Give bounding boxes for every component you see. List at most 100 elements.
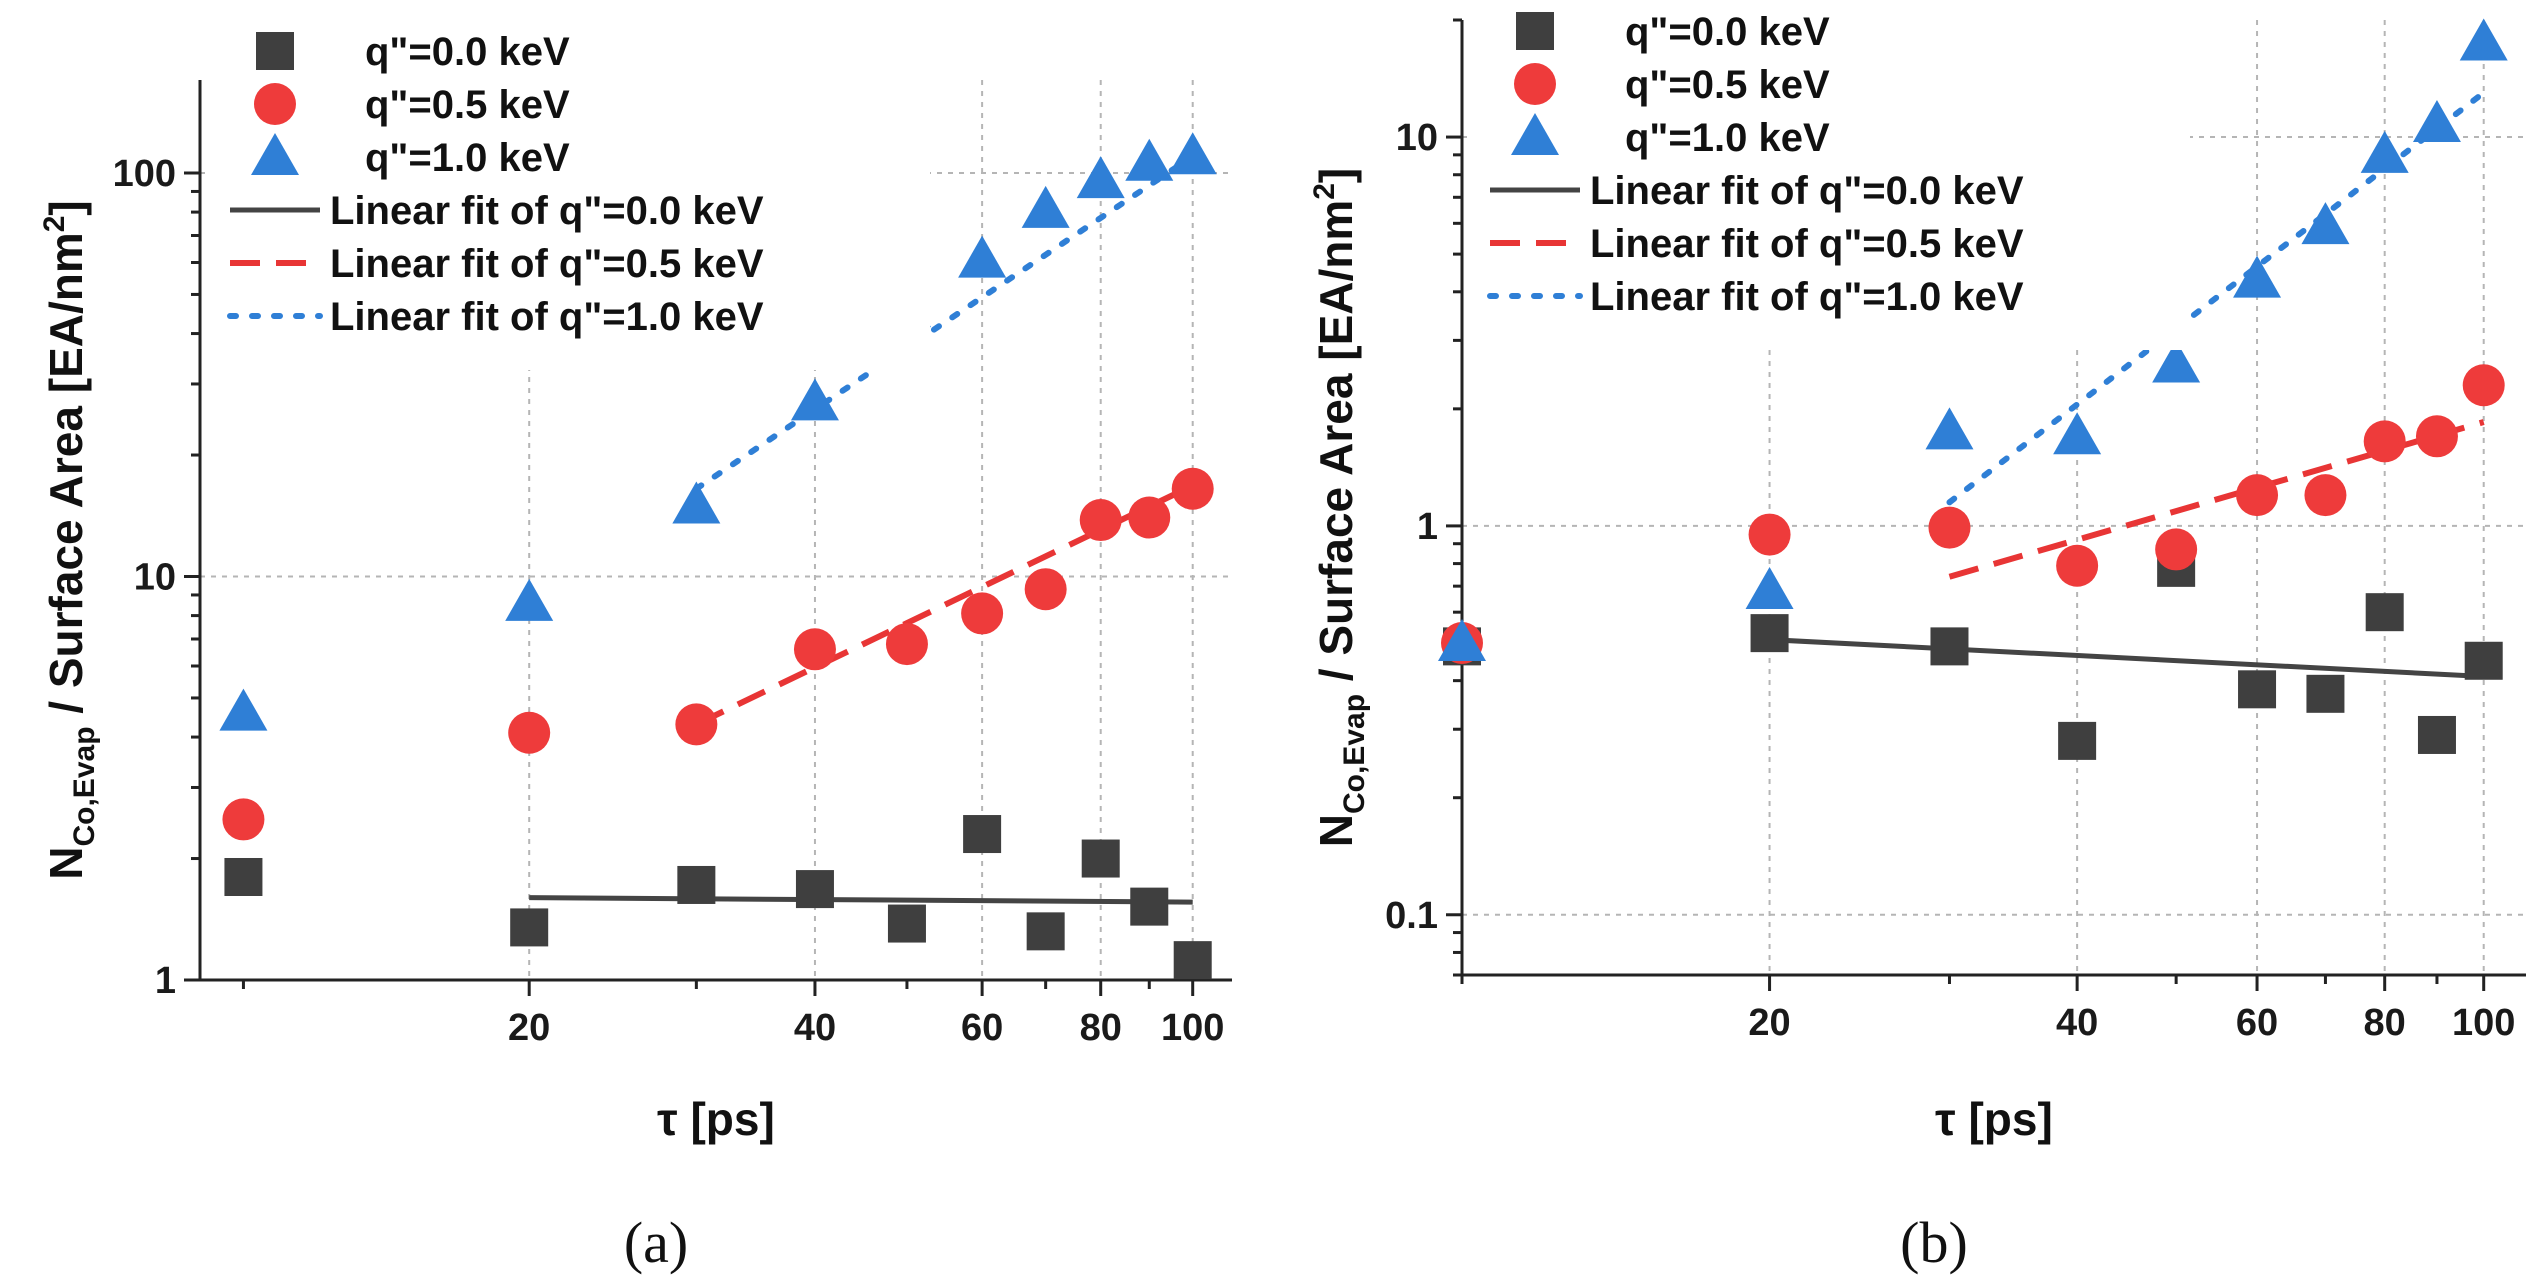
y-axis-label-close-a: ] (40, 200, 92, 215)
y-axis-label-sup-b: 2 (1308, 183, 1341, 200)
x-tick-label: 60 (961, 1007, 1003, 1049)
legend-entry-label: q"=0.5 keV (1625, 63, 1830, 107)
y-tick-label: 0.1 (1385, 895, 1438, 937)
data-point-circle (508, 711, 551, 754)
data-point-square (224, 857, 263, 896)
y-axis-label-main-a: N (40, 847, 92, 880)
data-point-square (1750, 614, 1789, 653)
legend-entry-label: Linear fit of q"=0.0 keV (1590, 169, 2024, 213)
legend-b: q"=0.0 keV q"=0.5 keV q"=1.0 keV Linear fit… (1470, 0, 2190, 350)
axes-a (198, 80, 1232, 982)
data-point-square (2238, 670, 2277, 709)
y-axis-label-b: NCo,Evap / Surface Area [EA/nm2] (1308, 168, 1371, 848)
data-point-square (1130, 887, 1169, 926)
y-axis-label-rest-a: / Surface Area [EA/nm (40, 232, 92, 726)
legend-background (1470, 0, 2190, 350)
legend-a: q"=0.0 keV q"=0.5 keV q"=1.0 keV Linear fit… (210, 10, 930, 370)
fit-lines-a (529, 153, 1196, 905)
data-point-circle (961, 592, 1004, 635)
x-tick-label: 100 (2452, 1002, 2515, 1044)
legend-entry-label: Linear fit of q"=0.5 keV (330, 242, 764, 286)
data-point-circle (1128, 496, 1171, 539)
data-point-square (677, 865, 716, 904)
legend-entry-label: Linear fit of q"=0.5 keV (1590, 222, 2024, 266)
data-point-triangle (2459, 18, 2508, 61)
x-tick-label: 20 (1748, 1002, 1790, 1044)
legend-marker-circle (254, 83, 296, 125)
legend-entry-label: q"=1.0 keV (365, 136, 570, 180)
y-axis-label-a: NCo,Evap / Surface Area [EA/nm2] (38, 200, 101, 880)
ticks-a: 20 40 60 80 100 1 10 100 (113, 153, 1225, 1049)
data-point-triangle (2360, 130, 2409, 173)
y-tick-label: 1 (155, 960, 176, 1002)
x-tick-label: 40 (2056, 1002, 2098, 1044)
data-point-triangle (672, 481, 721, 524)
data-point-triangle (219, 688, 268, 731)
data-points-b (1438, 18, 2508, 760)
data-point-square (2365, 593, 2404, 632)
data-point-circle (2304, 474, 2347, 517)
data-point-circle (675, 703, 718, 746)
data-point-triangle (2053, 412, 2102, 455)
x-tick-label: 60 (2236, 1002, 2278, 1044)
data-point-circle (1928, 506, 1971, 549)
legend-marker-triangle (1511, 113, 1559, 155)
data-point-triangle (1438, 618, 1486, 661)
x-axis-label-b: τ [ps] (1935, 1093, 2053, 1145)
y-axis-label-main-b: N (1310, 814, 1362, 847)
data-point-triangle (2233, 255, 2282, 298)
legend-entry-label: q"=0.5 keV (365, 83, 570, 127)
data-point-triangle (2301, 202, 2350, 245)
data-point-circle (222, 798, 265, 841)
y-axis-label-rest-b: / Surface Area [EA/nm (1310, 200, 1362, 694)
data-point-square (1173, 941, 1212, 980)
legend-entry-label: q"=0.0 keV (365, 30, 570, 74)
data-point-square (963, 815, 1002, 854)
x-tick-label: 80 (2364, 1002, 2406, 1044)
data-point-triangle (790, 378, 839, 421)
axes-b (1460, 20, 2526, 977)
data-point-circle (1024, 568, 1067, 611)
data-points-a (219, 132, 1217, 980)
y-axis-label-sup-a: 2 (38, 216, 71, 233)
data-point-circle (1171, 467, 1214, 510)
data-point-square (2464, 641, 2503, 680)
data-point-circle (2415, 415, 2458, 458)
data-point-circle (793, 628, 836, 671)
legend-entry-label: q"=1.0 keV (1625, 116, 1830, 160)
data-point-triangle (505, 578, 554, 621)
data-point-circle (885, 623, 928, 666)
data-point-square (1026, 912, 1065, 951)
data-point-circle (1079, 499, 1122, 542)
data-point-triangle (958, 235, 1007, 278)
data-point-triangle (2152, 340, 2201, 383)
y-tick-label: 100 (113, 153, 176, 195)
data-point-triangle (1021, 185, 1070, 228)
data-point-square (887, 904, 926, 943)
y-axis-label-sub-a: Co,Evap (68, 726, 101, 846)
data-point-triangle (1125, 138, 1174, 181)
fit-line-0 (1769, 637, 2484, 679)
x-tick-label: 100 (1161, 1007, 1224, 1049)
data-point-square (2058, 721, 2097, 760)
data-point-triangle (1745, 567, 1794, 610)
legend-marker-square (256, 32, 294, 70)
ticks-b: 20 40 60 80 100 0.1 1 10 (1385, 18, 2515, 1044)
legend-entry-label: q"=0.0 keV (1625, 10, 1830, 54)
panel-label-b: (b) (1900, 1210, 1968, 1275)
legend-marker-circle (1514, 63, 1556, 105)
data-point-triangle (1076, 156, 1125, 199)
y-axis-label-sub-b: Co,Evap (1338, 694, 1371, 814)
data-point-square (1930, 627, 1969, 666)
data-point-square (1081, 839, 1120, 878)
data-point-circle (2236, 474, 2279, 517)
data-point-square (2417, 715, 2456, 754)
data-point-triangle (1925, 407, 1974, 450)
y-tick-label: 10 (1396, 117, 1438, 159)
y-tick-label: 10 (134, 556, 176, 598)
panel-label-a: (a) (624, 1210, 688, 1275)
data-point-triangle (1168, 132, 1217, 175)
data-point-circle (1748, 513, 1791, 556)
